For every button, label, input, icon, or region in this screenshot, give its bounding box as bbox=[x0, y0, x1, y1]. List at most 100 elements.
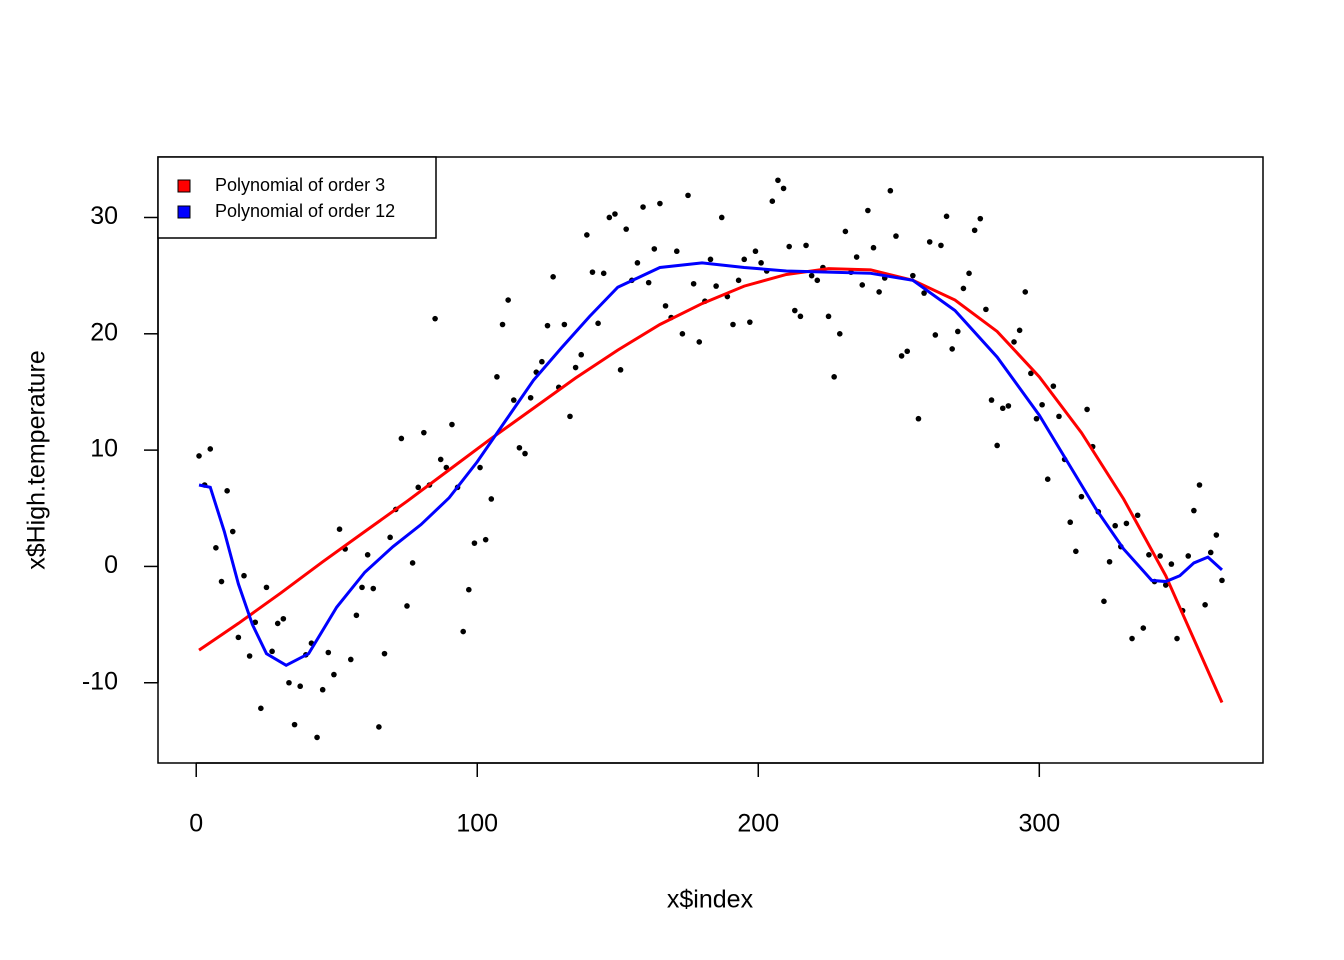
point bbox=[741, 256, 748, 263]
point bbox=[752, 248, 759, 255]
point bbox=[634, 260, 641, 266]
point bbox=[1174, 635, 1180, 642]
point bbox=[381, 650, 388, 657]
point bbox=[213, 545, 219, 551]
y-axis-label: x$High.temperature bbox=[23, 350, 51, 570]
point bbox=[252, 619, 259, 626]
point bbox=[904, 348, 911, 355]
point bbox=[319, 686, 326, 693]
point bbox=[347, 656, 354, 663]
point bbox=[314, 734, 320, 741]
point bbox=[921, 290, 927, 296]
point bbox=[1056, 413, 1062, 420]
point bbox=[747, 319, 753, 325]
point bbox=[589, 269, 596, 275]
point bbox=[1011, 339, 1017, 345]
point bbox=[274, 620, 281, 627]
point bbox=[409, 560, 416, 566]
point bbox=[662, 303, 669, 309]
point bbox=[505, 297, 511, 303]
point bbox=[336, 526, 343, 533]
point bbox=[241, 572, 247, 579]
point bbox=[758, 260, 764, 266]
point bbox=[949, 346, 955, 352]
point bbox=[398, 435, 405, 442]
point bbox=[870, 244, 877, 251]
point bbox=[932, 332, 939, 338]
point bbox=[910, 272, 916, 279]
point bbox=[612, 211, 618, 217]
point bbox=[943, 213, 950, 220]
point bbox=[291, 721, 298, 728]
point bbox=[595, 320, 601, 327]
point bbox=[938, 242, 944, 249]
x-tick-label: 0 bbox=[189, 810, 203, 838]
point bbox=[617, 367, 624, 373]
x-axis-label: x$index bbox=[667, 886, 754, 914]
point bbox=[1213, 532, 1220, 538]
point bbox=[966, 270, 972, 277]
y-tick-label: -10 bbox=[82, 667, 118, 695]
point bbox=[1219, 577, 1225, 584]
point bbox=[1067, 519, 1074, 526]
point bbox=[887, 187, 894, 194]
fit-line bbox=[198, 267, 1224, 704]
fit-line bbox=[198, 261, 1223, 668]
point bbox=[539, 358, 545, 365]
legend-swatch bbox=[177, 179, 191, 193]
point bbox=[286, 679, 292, 686]
point bbox=[690, 280, 697, 287]
y-tick-label: 10 bbox=[90, 435, 118, 463]
point bbox=[482, 536, 489, 543]
point bbox=[955, 328, 961, 335]
point bbox=[814, 277, 821, 284]
point bbox=[915, 415, 922, 422]
point bbox=[1022, 289, 1029, 295]
point bbox=[696, 339, 703, 345]
point bbox=[842, 228, 849, 235]
point bbox=[775, 177, 781, 184]
point bbox=[977, 215, 984, 222]
point bbox=[1196, 482, 1203, 488]
point bbox=[1140, 625, 1147, 631]
point bbox=[550, 274, 556, 280]
point bbox=[679, 330, 686, 337]
point bbox=[1039, 401, 1045, 408]
point bbox=[196, 453, 202, 459]
point bbox=[561, 321, 568, 328]
point bbox=[584, 232, 590, 238]
point bbox=[1191, 507, 1197, 514]
point bbox=[707, 256, 714, 263]
y-tick-label: 20 bbox=[90, 318, 118, 346]
point bbox=[898, 353, 905, 359]
point bbox=[488, 496, 495, 502]
point bbox=[544, 322, 551, 329]
point bbox=[685, 192, 691, 199]
point bbox=[229, 528, 236, 535]
x-tick-label: 300 bbox=[1018, 810, 1060, 838]
point bbox=[1005, 403, 1012, 409]
point bbox=[1106, 558, 1113, 565]
point bbox=[224, 488, 230, 494]
point bbox=[477, 464, 483, 471]
point bbox=[983, 306, 989, 313]
point bbox=[522, 450, 528, 457]
point bbox=[623, 226, 629, 232]
point bbox=[1146, 551, 1152, 558]
point bbox=[421, 429, 427, 436]
point bbox=[988, 397, 995, 403]
point bbox=[673, 248, 680, 255]
point bbox=[786, 243, 792, 250]
point bbox=[1207, 549, 1214, 556]
point bbox=[1050, 383, 1057, 389]
point bbox=[808, 272, 815, 279]
point bbox=[999, 405, 1006, 412]
point bbox=[1129, 635, 1135, 642]
point bbox=[1162, 582, 1169, 588]
point bbox=[960, 285, 967, 292]
point bbox=[926, 239, 933, 245]
point bbox=[527, 394, 534, 401]
point bbox=[713, 283, 719, 289]
point bbox=[797, 313, 804, 320]
